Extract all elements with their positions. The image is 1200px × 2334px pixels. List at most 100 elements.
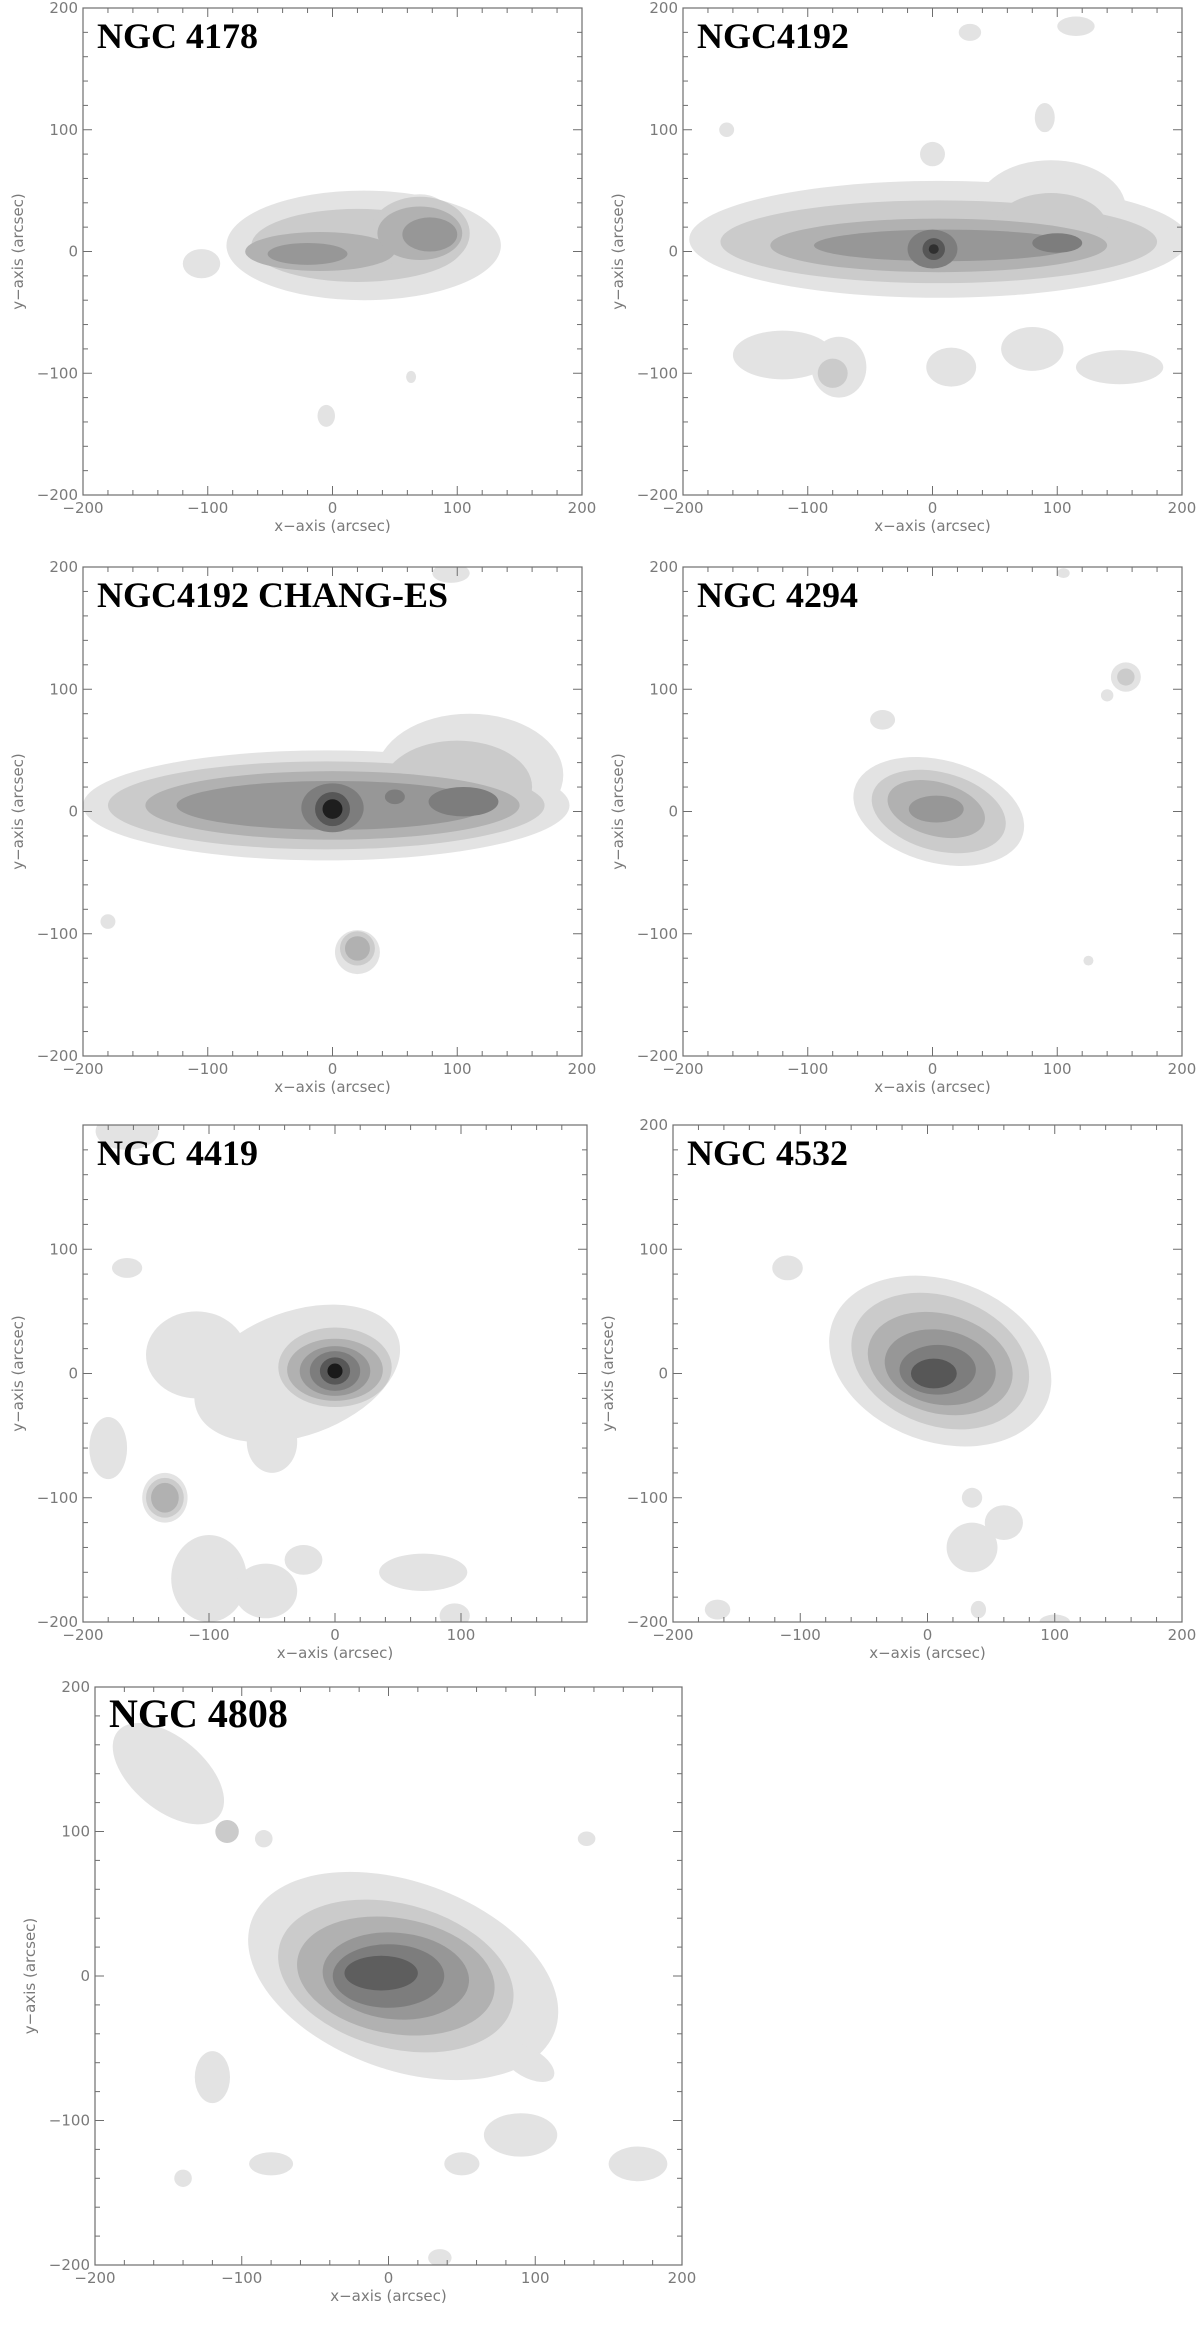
x-axis-label: x−axis (arcsec): [274, 517, 391, 535]
contour-blob: [608, 2146, 668, 2182]
y-tick-label: 0: [668, 803, 678, 821]
contour-level-7: [928, 244, 939, 254]
y-axis-label: y−axis (arcsec): [9, 753, 27, 870]
x-tick-label: −200: [62, 499, 103, 517]
panel-title: NGC 4808: [109, 1691, 288, 1736]
contour-blob: [428, 2249, 452, 2265]
contour-blob: [970, 1600, 987, 1619]
contour-blob: [384, 789, 405, 805]
y-axis-label: y−axis (arcsec): [9, 193, 27, 310]
contour-blob: [402, 217, 458, 252]
contour-blob: [870, 710, 896, 730]
contour-blob: [444, 2152, 480, 2176]
y-tick-label: −100: [37, 364, 78, 382]
panel-title: NGC4192 CHANG-ES: [97, 575, 448, 615]
x-tick-label: 0: [328, 1060, 338, 1078]
y-tick-label: −100: [637, 925, 678, 943]
x-tick-label: −200: [652, 1626, 693, 1644]
x-tick-label: −200: [62, 1060, 103, 1078]
contour-level-4: [908, 795, 964, 823]
x-tick-label: 0: [928, 1060, 938, 1078]
y-axis-label: y−axis (arcsec): [599, 1315, 617, 1432]
contour-blob: [379, 1553, 468, 1591]
x-tick-label: 200: [668, 2269, 697, 2287]
x-tick-label: 100: [521, 2269, 550, 2287]
contour-blob: [174, 2169, 192, 2187]
contour-blob: [267, 242, 348, 265]
chart-panel-5: −200 −100 0 100 −200 −100 0 100 x−axis (arcsec) y…: [9, 1124, 588, 1662]
y-tick-label: −200: [37, 486, 78, 504]
chart-panel-3: −200 −100 0 100 200 −200 −100 0 100 200 x−axis (ar…: [9, 558, 596, 1096]
y-tick-label: 100: [639, 1240, 668, 1258]
contour-blob: [1001, 326, 1064, 371]
x-tick-label: −100: [787, 1060, 828, 1078]
y-tick-label: 200: [639, 1116, 668, 1134]
contour-layers: [704, 1255, 1071, 1622]
x-tick-label: 100: [443, 499, 472, 517]
x-tick-label: 200: [1168, 1626, 1197, 1644]
x-tick-label: −200: [74, 2269, 115, 2287]
contour-level-1: [853, 568, 1141, 966]
y-axis-label: y−axis (arcsec): [609, 193, 627, 310]
x-tick-label: 200: [568, 499, 597, 517]
contour-layers: [89, 1125, 470, 1622]
y-tick-label: −200: [37, 1613, 78, 1631]
contour-blob: [100, 914, 116, 929]
contour-layers: [853, 568, 1141, 966]
x-axis-label: x−axis (arcsec): [330, 2287, 447, 2305]
contour-blob: [406, 370, 417, 383]
contour-blob: [817, 358, 848, 388]
x-axis-label: x−axis (arcsec): [869, 1644, 986, 1662]
y-tick-label: 200: [49, 558, 78, 576]
contour-blob: [146, 1311, 247, 1399]
contour-layers: [83, 567, 570, 975]
contour-blob: [246, 1410, 298, 1473]
chart-panel-1: −200 −100 0 100 200 −200 −100 0 100 200 x−axis (ar…: [9, 0, 596, 535]
contour-layers: [689, 16, 1182, 398]
x-tick-label: −100: [787, 499, 828, 517]
contour-blob: [182, 249, 221, 279]
contour-blob: [322, 799, 343, 819]
x-tick-label: 0: [384, 2269, 394, 2287]
y-tick-label: −100: [37, 925, 78, 943]
contour-blob: [1117, 668, 1135, 686]
chart-panel-2: −200 −100 0 100 200 −200 −100 0 100 200 x−axis (ar…: [609, 0, 1196, 535]
contour-blob: [719, 122, 735, 138]
contour-blob: [1075, 350, 1164, 385]
panel-title: NGC4192: [697, 16, 849, 56]
contour-blob: [704, 1599, 731, 1620]
contour-blob: [920, 141, 945, 167]
contour-blob: [111, 1257, 143, 1278]
chart-panel-6: −200 −100 0 100 200 −200 −100 0 100 200 x−axis (ar…: [599, 1116, 1196, 1662]
x-axis-label: x−axis (arcsec): [874, 1078, 991, 1096]
contour-layers: [182, 190, 501, 427]
y-tick-label: 0: [80, 1967, 90, 1985]
y-tick-label: −100: [637, 364, 678, 382]
contour-blob: [344, 936, 370, 961]
contour-level-7: [322, 799, 343, 819]
y-tick-label: −200: [37, 1047, 78, 1065]
x-tick-label: −100: [187, 1060, 228, 1078]
chart-panel-7: −200 −100 0 100 200 −200 −100 0 100 200 x−axis (ar…: [21, 1678, 696, 2305]
contour-blob: [95, 1125, 159, 1150]
contour-blob: [908, 795, 964, 823]
x-tick-label: 200: [1168, 499, 1197, 517]
panel-title: NGC 4532: [687, 1133, 848, 1173]
contour-blob: [428, 787, 499, 817]
x-axis-label: x−axis (arcsec): [274, 1078, 391, 1096]
y-tick-label: 100: [49, 121, 78, 139]
x-tick-label: 200: [568, 1060, 597, 1078]
x-tick-label: −100: [187, 499, 228, 517]
contour-blob: [1057, 568, 1070, 579]
contour-blob: [439, 1603, 470, 1622]
contour-blob: [344, 1955, 418, 1991]
y-tick-label: 0: [68, 1365, 78, 1383]
y-tick-label: −100: [37, 1489, 78, 1507]
x-axis-label: x−axis (arcsec): [277, 1644, 394, 1662]
contour-blob: [89, 1416, 128, 1480]
x-tick-label: −100: [780, 1626, 821, 1644]
y-tick-label: 100: [649, 680, 678, 698]
y-tick-label: 200: [61, 1678, 90, 1696]
x-tick-label: 200: [1168, 1060, 1197, 1078]
contour-blob: [958, 23, 982, 41]
